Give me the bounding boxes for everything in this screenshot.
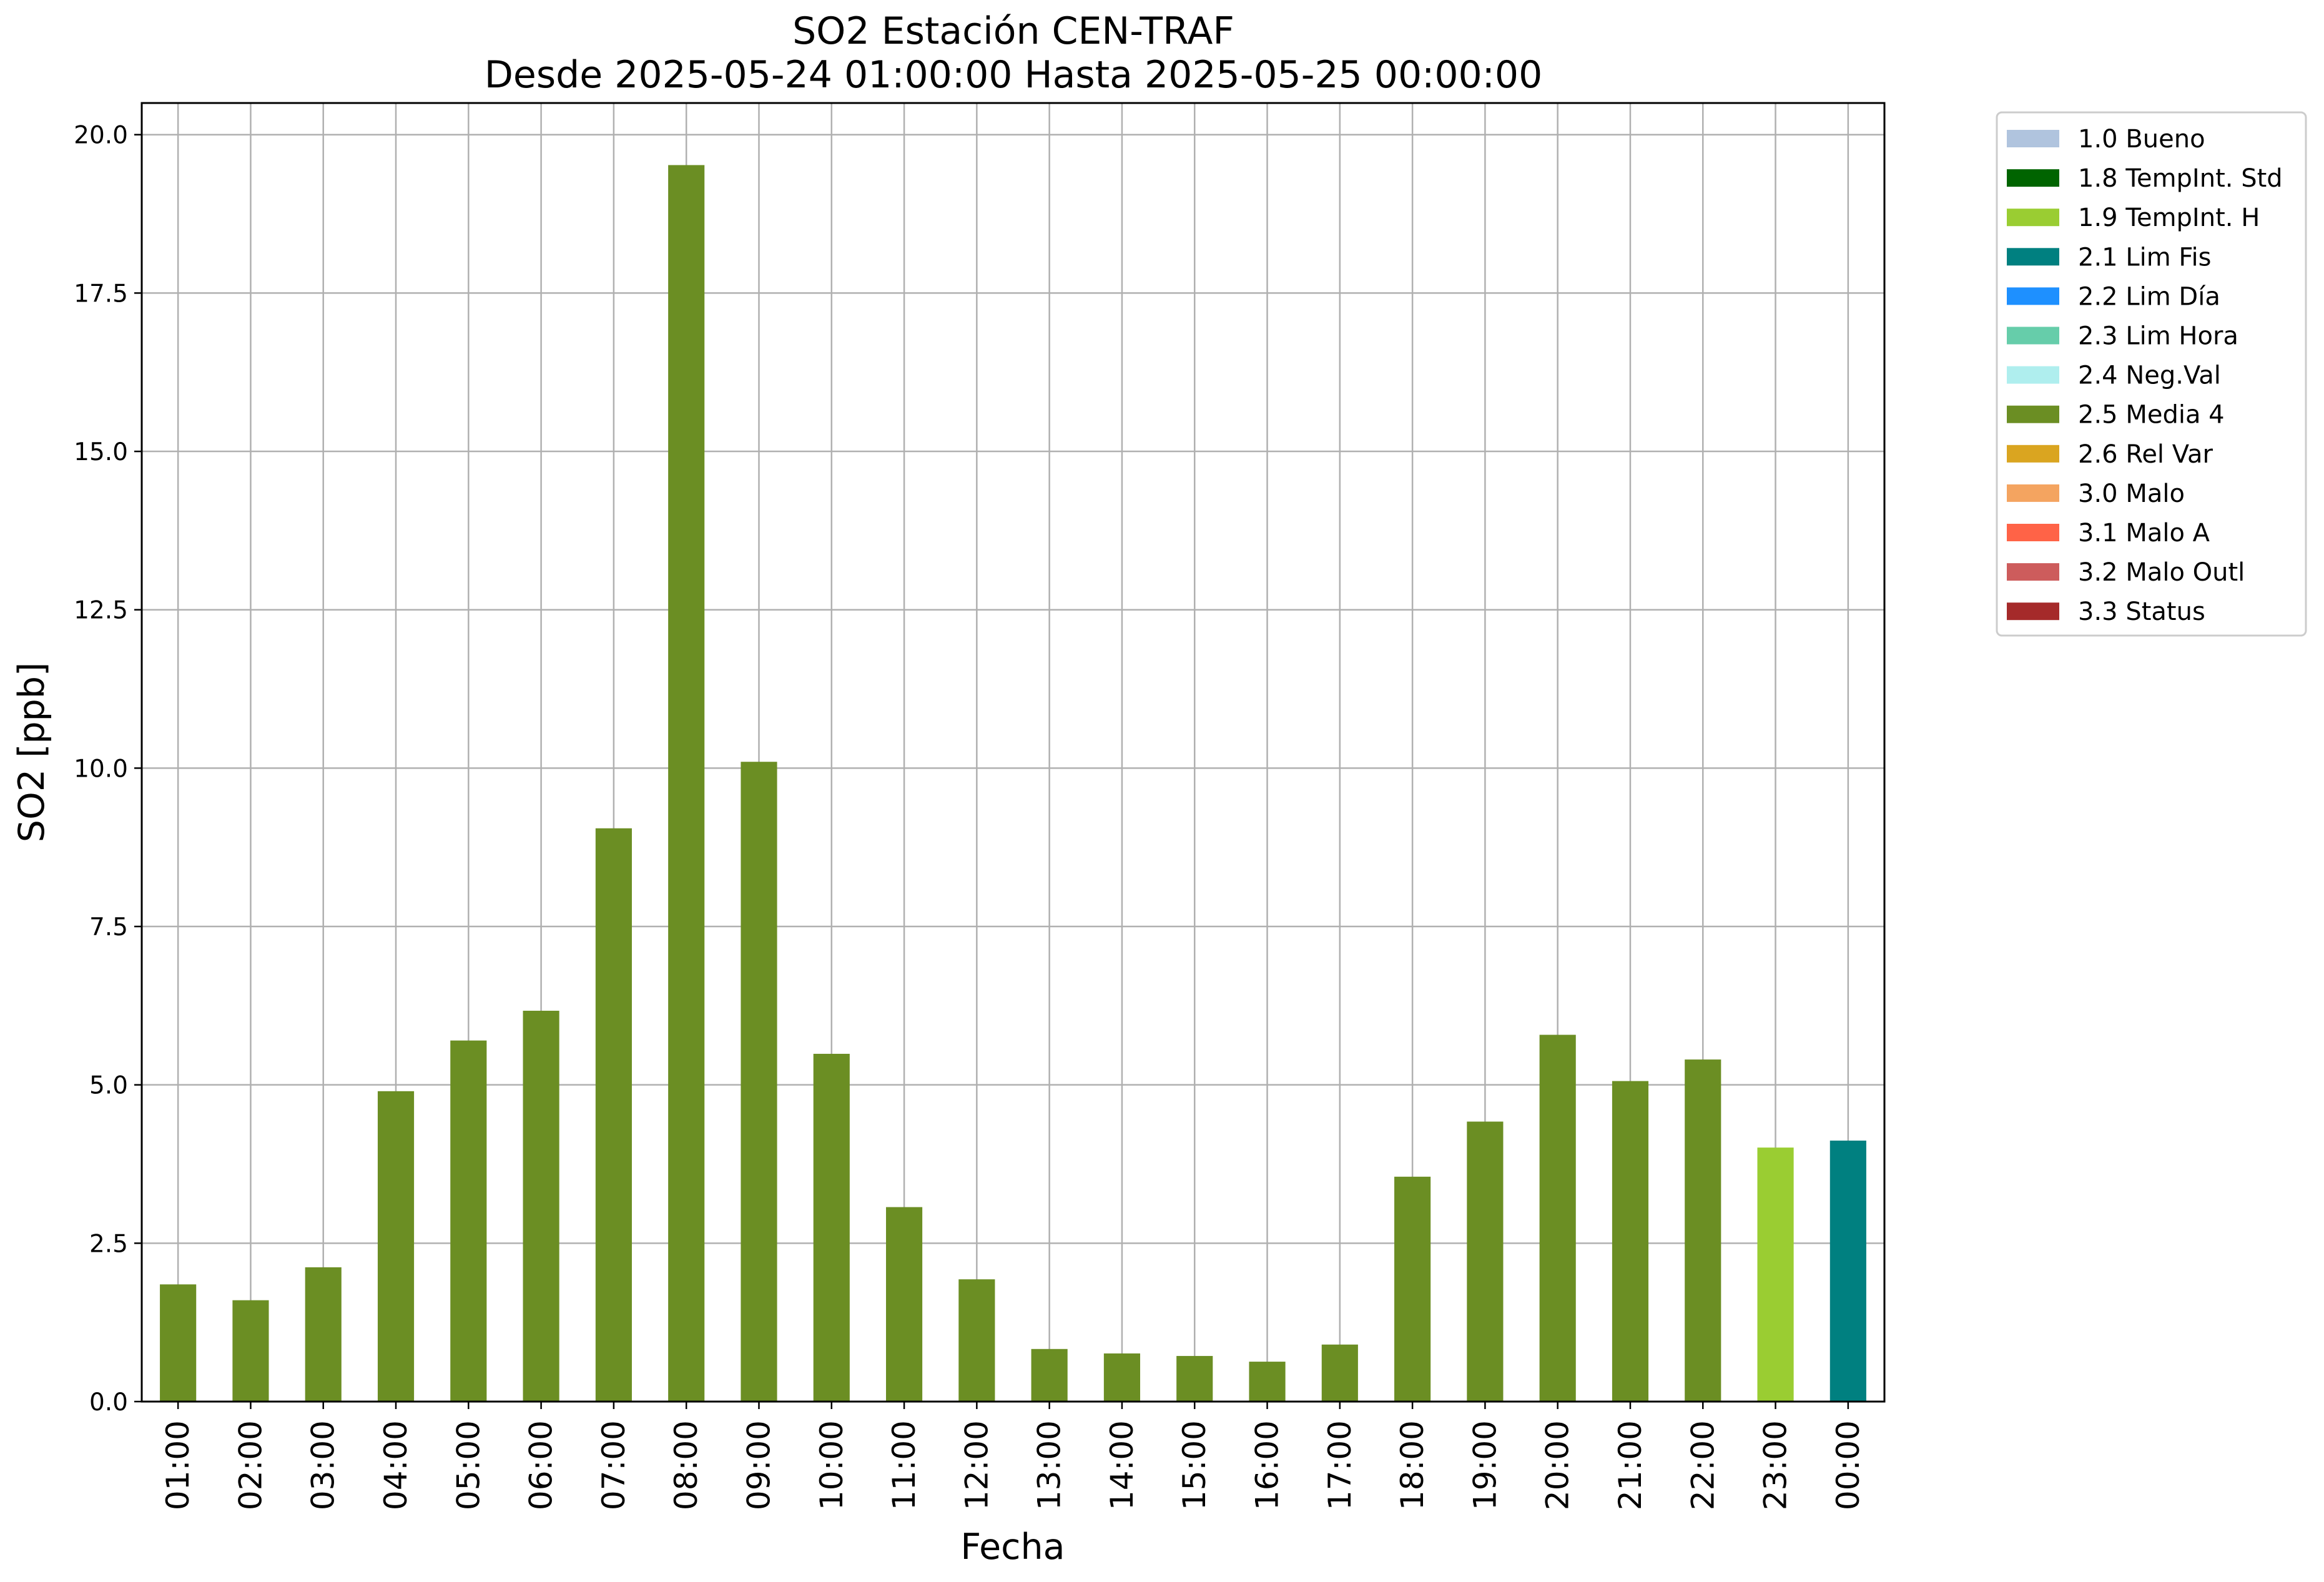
chart-subtitle: Desde 2025-05-24 01:00:00 Hasta 2025-05-… xyxy=(485,53,1543,97)
legend-label: 2.5 Media 4 xyxy=(2078,401,2225,430)
legend-label: 3.0 Malo xyxy=(2078,479,2185,508)
legend-label: 3.3 Status xyxy=(2078,597,2205,626)
legend-swatch xyxy=(2007,327,2059,345)
legend-swatch xyxy=(2007,602,2059,621)
legend-label: 3.1 Malo A xyxy=(2078,519,2210,548)
legend-label: 2.2 Lim Día xyxy=(2078,282,2220,311)
bar-22:00 xyxy=(1685,1059,1721,1402)
legend-swatch xyxy=(2007,524,2059,541)
x-tick-label: 11:00 xyxy=(886,1420,922,1510)
y-tick-label: 15.0 xyxy=(74,438,128,466)
x-tick-label: 07:00 xyxy=(596,1420,632,1510)
y-tick-label: 5.0 xyxy=(89,1072,128,1100)
bar-13:00 xyxy=(1031,1349,1068,1402)
x-tick-label: 19:00 xyxy=(1467,1420,1503,1510)
bar-04:00 xyxy=(377,1091,415,1402)
legend-swatch xyxy=(2007,130,2059,147)
legend-label: 2.6 Rel Var xyxy=(2078,440,2213,469)
chart-title: SO2 Estación CEN-TRAF xyxy=(792,9,1234,53)
bar-03:00 xyxy=(305,1267,342,1402)
y-tick-label: 20.0 xyxy=(74,122,128,150)
legend-swatch xyxy=(2007,563,2059,581)
y-tick-label: 12.5 xyxy=(74,597,128,625)
legend-label: 2.3 Lim Hora xyxy=(2078,322,2238,351)
bars xyxy=(160,165,1866,1402)
x-tick-label: 18:00 xyxy=(1394,1420,1430,1510)
legend: 1.0 Bueno 1.8 TempInt. Std 1.9 TempInt. H 2… xyxy=(1996,111,2307,637)
legend-box xyxy=(1996,111,2307,637)
legend-swatch xyxy=(2007,287,2059,305)
y-tick-label: 17.5 xyxy=(74,280,128,308)
bar-17:00 xyxy=(1321,1344,1358,1402)
legend-swatch xyxy=(2007,484,2059,502)
x-tick-label: 23:00 xyxy=(1758,1420,1794,1510)
legend-swatch xyxy=(2007,445,2059,463)
x-tick-label: 21:00 xyxy=(1612,1420,1648,1510)
plot-frame xyxy=(140,102,1886,1403)
bar-16:00 xyxy=(1249,1362,1286,1402)
x-tick-label: 16:00 xyxy=(1249,1420,1286,1510)
bar-05:00 xyxy=(450,1040,487,1402)
legend-label: 1.9 TempInt. H xyxy=(2078,204,2260,232)
bar-14:00 xyxy=(1103,1353,1141,1402)
x-tick-label: 22:00 xyxy=(1685,1420,1721,1510)
legend-label: 3.2 Malo Outl xyxy=(2078,558,2245,587)
bar-12:00 xyxy=(958,1279,995,1402)
x-axis-ticks: 01:00 02:00 03:00 04:00 05:00 06:00 07:00 08:00… xyxy=(160,1402,1866,1510)
bar-07:00 xyxy=(595,828,632,1402)
x-tick-label: 03:00 xyxy=(305,1420,342,1510)
y-axis-ticks: 0.0 2.5 5.0 7.5 10.0 12.5 15.0 17.5 20.0 xyxy=(74,122,142,1417)
x-tick-label: 15:00 xyxy=(1176,1420,1213,1510)
legend-swatch xyxy=(2007,248,2059,266)
bar-18:00 xyxy=(1394,1176,1431,1402)
bar-10:00 xyxy=(813,1053,850,1402)
x-tick-label: 10:00 xyxy=(814,1420,850,1510)
y-tick-label: 10.0 xyxy=(74,755,128,783)
bar-23:00 xyxy=(1757,1147,1794,1402)
y-tick-label: 0.0 xyxy=(89,1388,128,1417)
x-tick-label: 13:00 xyxy=(1032,1420,1068,1510)
legend-label: 1.8 TempInt. Std xyxy=(2078,164,2283,193)
x-tick-label: 00:00 xyxy=(1830,1420,1866,1510)
x-tick-label: 01:00 xyxy=(160,1420,196,1510)
legend-swatch xyxy=(2007,169,2059,187)
x-tick-label: 20:00 xyxy=(1540,1420,1576,1510)
bar-06:00 xyxy=(523,1010,559,1402)
y-tick-label: 7.5 xyxy=(89,913,128,941)
x-tick-label: 12:00 xyxy=(958,1420,995,1510)
y-tick-label: 2.5 xyxy=(89,1230,128,1258)
bar-01:00 xyxy=(160,1284,197,1402)
bar-15:00 xyxy=(1176,1355,1213,1402)
x-axis-label: Fecha xyxy=(960,1526,1065,1568)
bar-09:00 xyxy=(741,762,777,1402)
bar-08:00 xyxy=(668,165,705,1402)
bar-11:00 xyxy=(885,1207,923,1402)
legend-swatch xyxy=(2007,209,2059,227)
x-tick-label: 08:00 xyxy=(668,1420,704,1510)
y-axis-label: SO2 [ppb] xyxy=(11,662,52,842)
bar-21:00 xyxy=(1612,1081,1649,1402)
x-tick-label: 17:00 xyxy=(1322,1420,1358,1510)
bar-19:00 xyxy=(1467,1121,1504,1402)
x-tick-label: 06:00 xyxy=(523,1420,559,1510)
bar-00:00 xyxy=(1829,1140,1866,1402)
legend-label: 2.1 Lim Fis xyxy=(2078,243,2211,272)
legend-swatch xyxy=(2007,405,2059,423)
bar-02:00 xyxy=(232,1300,269,1402)
legend-swatch xyxy=(2007,366,2059,384)
x-tick-label: 09:00 xyxy=(741,1420,777,1510)
x-tick-label: 04:00 xyxy=(378,1420,414,1510)
legend-label: 1.0 Bueno xyxy=(2078,125,2205,154)
x-tick-label: 05:00 xyxy=(450,1420,486,1510)
legend-label: 2.4 Neg.Val xyxy=(2078,361,2221,390)
x-tick-label: 02:00 xyxy=(232,1420,268,1510)
x-tick-label: 14:00 xyxy=(1104,1420,1140,1510)
bar-20:00 xyxy=(1539,1034,1576,1402)
